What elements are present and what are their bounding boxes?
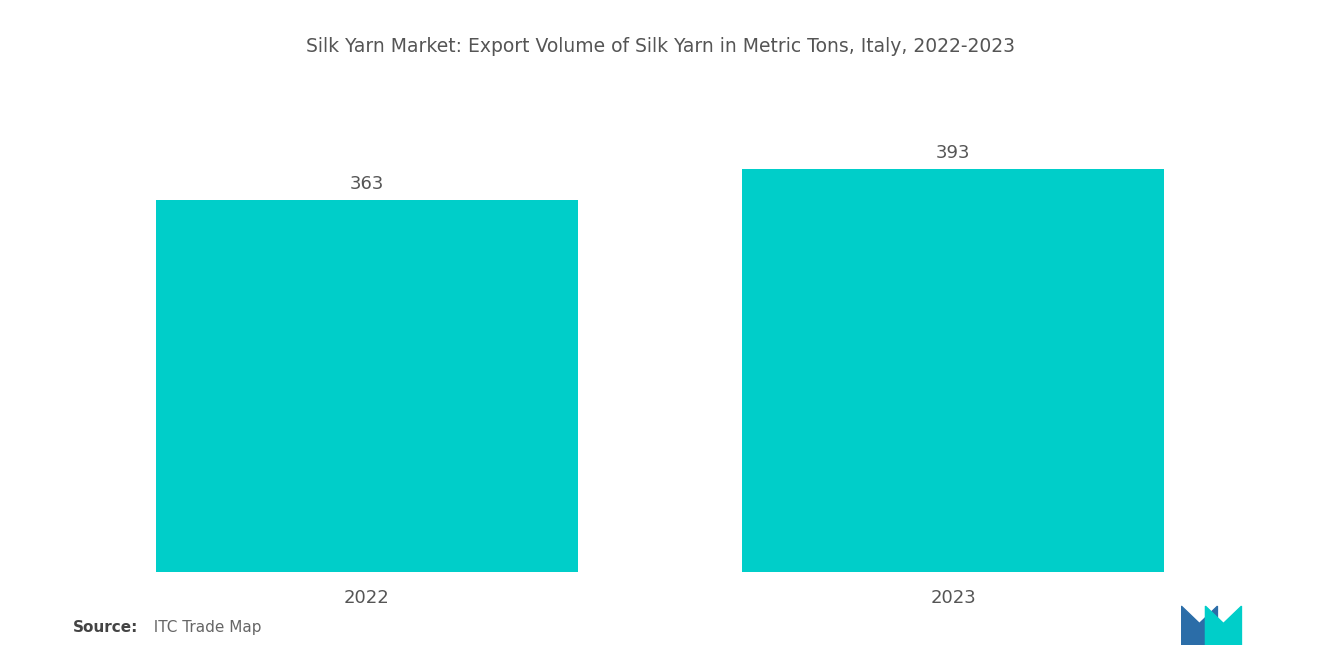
Polygon shape: [1181, 606, 1217, 645]
Text: ITC Trade Map: ITC Trade Map: [144, 620, 261, 635]
Bar: [742, 169, 1164, 572]
Bar: [156, 200, 578, 572]
Text: 363: 363: [350, 175, 384, 193]
Polygon shape: [1205, 606, 1241, 645]
Title: Silk Yarn Market: Export Volume of Silk Yarn in Metric Tons, Italy, 2022-2023: Silk Yarn Market: Export Volume of Silk …: [305, 37, 1015, 56]
Text: Source:: Source:: [73, 620, 139, 635]
Text: 393: 393: [936, 144, 970, 162]
